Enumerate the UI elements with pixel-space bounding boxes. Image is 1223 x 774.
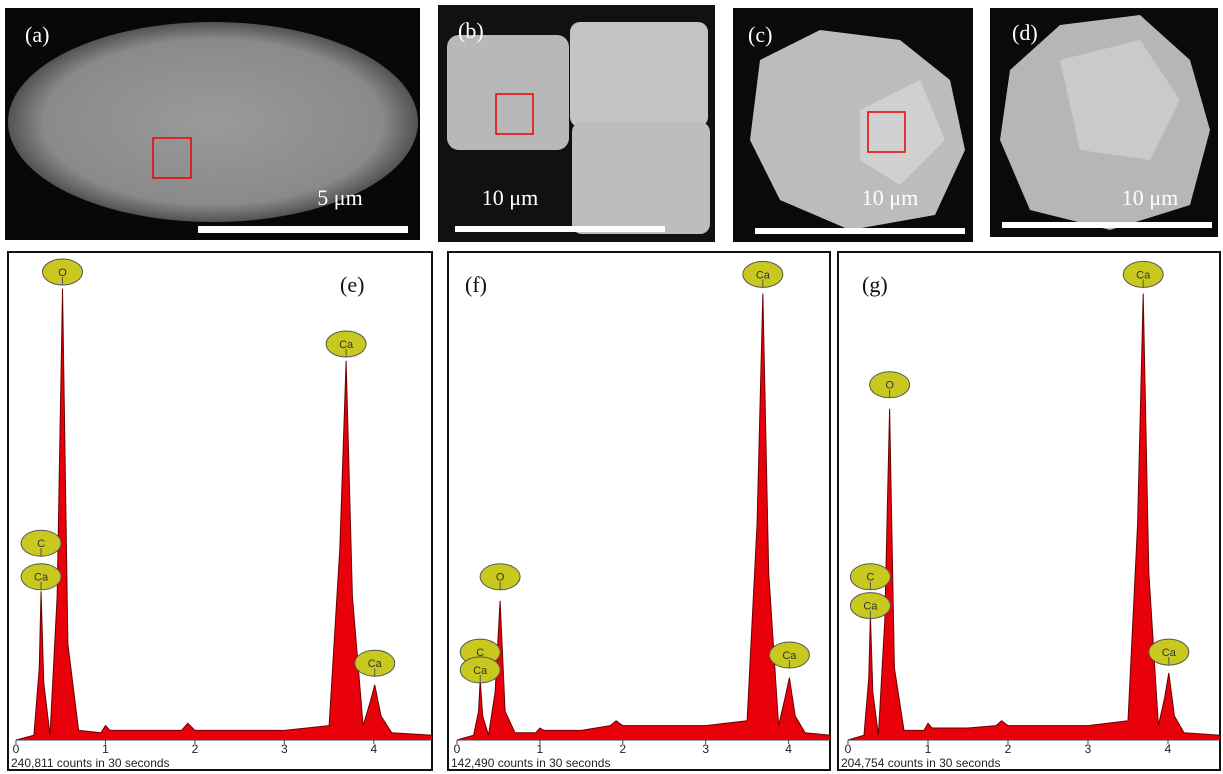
panel-label: (g) xyxy=(862,272,888,297)
x-tick-label: 4 xyxy=(785,742,792,756)
x-tick-label: 2 xyxy=(192,742,199,756)
x-tick-label: 4 xyxy=(371,742,378,756)
counts-caption: 142,490 counts in 30 seconds xyxy=(451,756,610,770)
peak-label: Ca xyxy=(34,572,49,584)
x-tick-label: 3 xyxy=(702,742,709,756)
x-tick-label: 1 xyxy=(925,742,932,756)
figure: (a) 5 μm (b) 10 μm (c) 10 μm (d) 10 μm (e) 0 1 2 3 4 2… xyxy=(0,0,1223,774)
x-tick-label: 2 xyxy=(1005,742,1012,756)
scale-label: 5 μm xyxy=(317,185,362,210)
x-tick-label: 1 xyxy=(102,742,109,756)
peak-label: Ca xyxy=(339,339,354,351)
panel-label: (d) xyxy=(1012,20,1038,45)
x-tick-label: 0 xyxy=(13,742,20,756)
x-tick-label: 3 xyxy=(1085,742,1092,756)
x-tick-label: 3 xyxy=(281,742,288,756)
peak-label: C xyxy=(37,538,45,550)
x-tick-label: 1 xyxy=(537,742,544,756)
panel-label: (c) xyxy=(748,22,772,47)
peak-label: O xyxy=(496,572,505,584)
x-tick-label: 2 xyxy=(619,742,626,756)
scale-label: 10 μm xyxy=(482,185,538,210)
peak-label: Ca xyxy=(756,269,771,281)
peak-label: Ca xyxy=(368,658,383,670)
scale-label: 10 μm xyxy=(862,185,918,210)
peak-label: O xyxy=(885,380,894,392)
panel-label: (e) xyxy=(340,272,364,297)
peak-label: Ca xyxy=(863,601,878,613)
peak-label: Ca xyxy=(1162,647,1177,659)
panel-label: (b) xyxy=(458,18,484,43)
peak-label: Ca xyxy=(1136,269,1151,281)
counts-caption: 240,811 counts in 30 seconds xyxy=(11,756,170,770)
scale-label: 10 μm xyxy=(1122,185,1178,210)
peak-label: Ca xyxy=(782,650,797,662)
peak-label: O xyxy=(58,267,67,279)
x-tick-label: 0 xyxy=(845,742,852,756)
peak-label: C xyxy=(866,572,874,584)
peak-label: Ca xyxy=(473,665,488,677)
panel-label: (a) xyxy=(25,22,49,47)
x-tick-label: 0 xyxy=(454,742,461,756)
counts-caption: 204,754 counts in 30 seconds xyxy=(841,756,1000,770)
panel-label: (f) xyxy=(465,272,487,297)
x-tick-label: 4 xyxy=(1165,742,1172,756)
